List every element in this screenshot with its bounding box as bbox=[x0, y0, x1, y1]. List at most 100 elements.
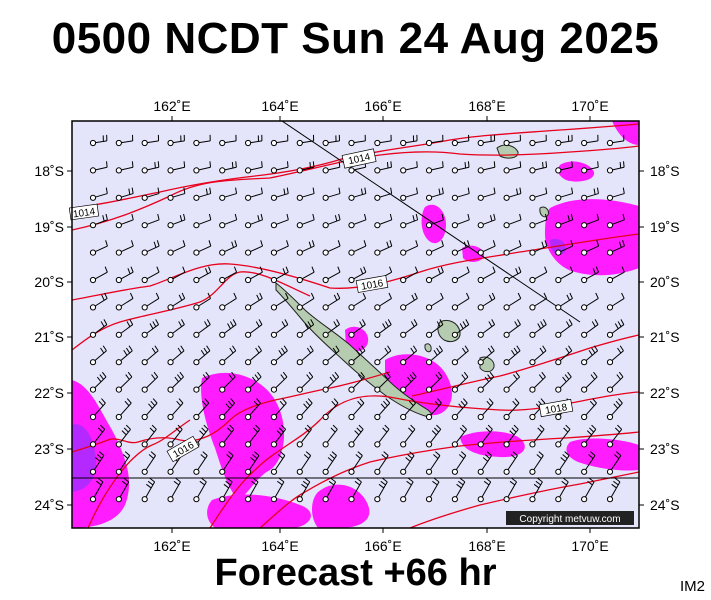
wind-barb bbox=[555, 477, 569, 503]
wind-barb bbox=[477, 266, 496, 284]
wind-barb bbox=[270, 213, 289, 229]
wind-barb bbox=[451, 266, 470, 284]
wind-barb bbox=[503, 213, 522, 229]
wind-barb bbox=[451, 451, 467, 475]
wind-barb bbox=[529, 240, 548, 256]
wind-barb bbox=[270, 451, 286, 475]
wind-barb bbox=[374, 292, 392, 311]
wind-barb bbox=[167, 134, 185, 147]
wind-barb bbox=[581, 240, 600, 256]
wind-barb bbox=[606, 266, 625, 284]
wind-barb bbox=[193, 345, 211, 366]
wind-barb bbox=[89, 240, 108, 256]
wind-barb bbox=[581, 187, 599, 201]
copyright-text: Copyright metvuw.com bbox=[519, 514, 620, 525]
wind-barb bbox=[322, 345, 340, 366]
wind-barb bbox=[193, 398, 210, 421]
isobar-label: 1018 bbox=[538, 398, 574, 418]
lon-label-bottom: 162˚E bbox=[153, 538, 190, 554]
wind-barb bbox=[425, 451, 441, 475]
wind-barb bbox=[606, 345, 624, 366]
wind-barb bbox=[89, 451, 105, 475]
wind-barb bbox=[477, 240, 496, 256]
map-title: 0500 NCDT Sun 24 Aug 2025 bbox=[51, 14, 660, 63]
wind-barb bbox=[451, 477, 466, 503]
wind-barb bbox=[425, 161, 444, 174]
wind-barb bbox=[477, 134, 496, 147]
wind-barb bbox=[425, 266, 444, 284]
wind-barb bbox=[400, 424, 416, 448]
wind-barb bbox=[503, 371, 520, 393]
wind-barb bbox=[245, 319, 263, 338]
wind-barb bbox=[296, 161, 315, 174]
wind-barb bbox=[115, 134, 134, 147]
wind-barb bbox=[245, 292, 263, 311]
rain-area bbox=[207, 494, 311, 528]
wind-barb bbox=[270, 292, 289, 311]
wind-barb bbox=[606, 240, 625, 256]
wind-barb bbox=[581, 398, 597, 421]
wind-barb bbox=[374, 187, 393, 201]
lat-label-right: 19˚S bbox=[650, 219, 680, 235]
wind-barb bbox=[503, 477, 517, 503]
lat-label-right: 18˚S bbox=[650, 163, 680, 179]
wind-barb bbox=[270, 266, 289, 284]
wind-barb bbox=[89, 266, 108, 284]
wind-barb bbox=[503, 398, 520, 421]
product-code: IM2 bbox=[679, 578, 705, 595]
wind-barb bbox=[555, 424, 571, 448]
wind-barb bbox=[193, 187, 212, 201]
wind-barb bbox=[581, 161, 599, 174]
wind-barb bbox=[400, 240, 419, 256]
wind-barb bbox=[193, 134, 211, 147]
wind-barb bbox=[581, 292, 599, 311]
wind-barb bbox=[425, 345, 443, 366]
map-frame bbox=[71, 120, 640, 529]
wind-barb bbox=[89, 134, 108, 147]
wind-barb bbox=[245, 134, 263, 147]
wind-barb bbox=[555, 345, 573, 366]
isobar bbox=[87, 419, 191, 528]
wind-barb bbox=[529, 292, 548, 311]
wind-barb bbox=[425, 424, 442, 448]
isobar-label: 1014 bbox=[341, 148, 377, 169]
wind-barb bbox=[348, 451, 363, 475]
wind-barb bbox=[115, 266, 134, 284]
wind-barb bbox=[270, 371, 288, 393]
wind-barb bbox=[374, 398, 391, 421]
wind-barb bbox=[115, 240, 134, 256]
sea-background bbox=[72, 121, 639, 528]
wind-barb bbox=[245, 398, 261, 421]
wind-barb bbox=[555, 266, 574, 284]
wind-barb bbox=[89, 371, 107, 393]
wind-barb bbox=[348, 213, 367, 229]
wind-barb bbox=[141, 319, 160, 338]
wind-barb bbox=[296, 319, 315, 338]
wind-barb bbox=[115, 319, 134, 338]
wind-barb bbox=[348, 345, 366, 366]
wind-barb bbox=[451, 213, 470, 229]
wind-barb bbox=[503, 451, 518, 475]
wind-barb bbox=[451, 292, 470, 311]
wind-barb bbox=[503, 292, 522, 311]
wind-barb bbox=[374, 477, 388, 503]
lon-label-top: 168˚E bbox=[468, 98, 505, 114]
wind-barb bbox=[503, 266, 522, 284]
wind-barb bbox=[193, 477, 207, 503]
wind-barb bbox=[270, 398, 287, 421]
wind-barb bbox=[374, 319, 392, 338]
wind-barb bbox=[270, 187, 289, 201]
wind-barb bbox=[245, 345, 263, 366]
wind-barb bbox=[400, 451, 415, 475]
wind-barb bbox=[477, 398, 494, 421]
wind-barb bbox=[606, 213, 625, 229]
lat-label-left: 18˚S bbox=[34, 163, 64, 179]
wind-barb bbox=[348, 398, 365, 421]
wind-barb bbox=[219, 477, 233, 503]
wind-barb bbox=[606, 319, 625, 338]
wind-barb bbox=[296, 398, 313, 421]
lon-label-bottom: 166˚E bbox=[364, 538, 401, 554]
wind-barb bbox=[322, 134, 340, 147]
wind-barb bbox=[167, 240, 186, 256]
wind-barb bbox=[529, 477, 543, 503]
